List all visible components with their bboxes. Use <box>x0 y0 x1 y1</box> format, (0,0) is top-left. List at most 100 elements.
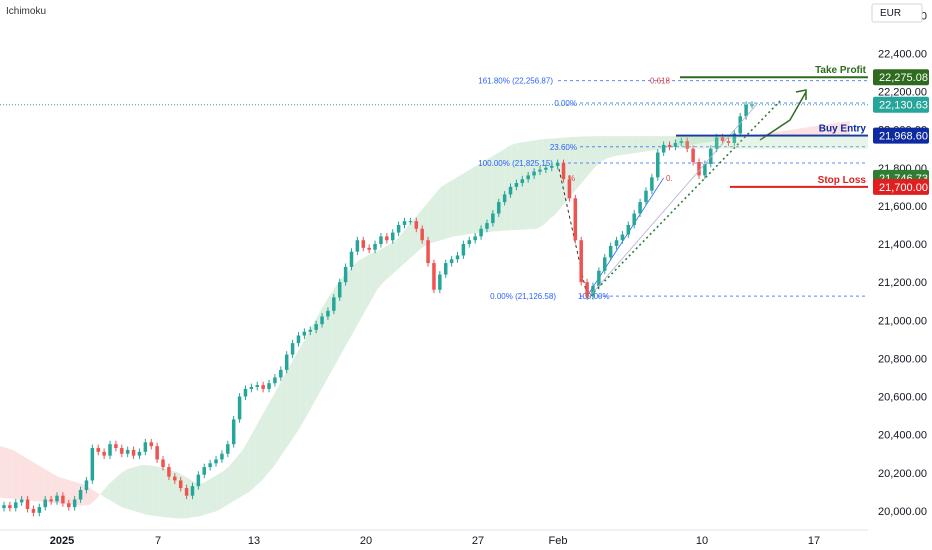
y-tick-label: 21,600.00 <box>878 201 927 213</box>
y-tick-label: 22,200.00 <box>878 87 927 99</box>
cloud-segment <box>645 136 652 152</box>
cloud-segment <box>89 488 96 505</box>
cloud-segment <box>818 124 825 137</box>
candle-body <box>632 213 636 225</box>
candle-body <box>491 213 495 224</box>
candle-body <box>43 499 47 508</box>
cloud-segment <box>428 194 435 245</box>
cloud-segment <box>236 449 243 500</box>
cloud-segment <box>696 136 704 144</box>
x-tick-label: Feb <box>549 535 568 547</box>
candle-body <box>626 224 631 235</box>
cloud-segment <box>466 167 473 235</box>
fib-partial-label: % <box>568 174 575 183</box>
candle-body <box>220 453 224 460</box>
candle-body <box>337 282 342 298</box>
candle-body <box>573 198 578 241</box>
candle-body <box>603 257 607 271</box>
cloud-segment <box>262 404 269 481</box>
cloud-segment <box>281 369 288 456</box>
candle-body <box>67 503 71 508</box>
cloud-segment <box>364 253 371 313</box>
fib-level-label: 0.00% (21,126.58) <box>490 292 556 301</box>
cloud-segment <box>306 324 314 416</box>
cloud-segment <box>44 468 52 503</box>
x-tick-label: 10 <box>696 535 708 547</box>
candle-body <box>343 266 348 283</box>
candle-body <box>679 141 684 143</box>
candle-body <box>555 163 560 166</box>
y-tick-label: 21,400.00 <box>878 239 927 251</box>
candle-body <box>8 505 12 509</box>
candle-body <box>96 448 100 452</box>
candle-body <box>385 236 389 241</box>
candle-body <box>479 228 483 237</box>
x-tick-label: 2025 <box>50 535 74 547</box>
cloud-segment <box>127 467 135 511</box>
candle-body <box>438 274 442 290</box>
candle-body <box>426 240 430 264</box>
cloud-segment <box>517 142 525 230</box>
cloud-segment <box>115 472 122 508</box>
cloud-segment <box>172 470 179 519</box>
cloud-segment <box>587 136 595 176</box>
cloud-segment <box>300 335 307 428</box>
candle-body <box>149 442 153 447</box>
cloud-segment <box>792 128 799 137</box>
cloud-segment <box>6 448 13 499</box>
fib-level-label: 100.00% (21,825.15) <box>478 159 553 168</box>
x-tick-label: 7 <box>155 535 161 547</box>
candle-body <box>644 190 648 203</box>
candle-body <box>744 104 748 117</box>
candle-body <box>173 476 177 481</box>
cloud-segment <box>651 136 659 151</box>
y-tick-label: 21,200.00 <box>878 277 927 289</box>
candle-body <box>373 244 377 250</box>
cloud-segment <box>377 247 384 290</box>
fib-100-label: 100.00% <box>578 292 610 301</box>
cloud-segment <box>210 474 218 513</box>
candle-body <box>656 152 660 178</box>
candle-body <box>408 221 413 223</box>
cloud-segment <box>198 482 205 517</box>
cloud-segment <box>485 156 493 233</box>
cloud-segment <box>19 453 26 501</box>
candle-body <box>367 247 371 250</box>
cloud-segment <box>830 122 838 137</box>
cloud-segment <box>108 478 116 504</box>
candle-body <box>449 259 454 264</box>
cloud-segment <box>351 261 358 336</box>
cloud-segment <box>805 126 812 137</box>
cloud-segment <box>383 244 390 283</box>
cloud-segment <box>786 129 793 137</box>
candle-body <box>738 116 742 134</box>
candle-body <box>143 442 148 452</box>
entry-zone <box>676 135 868 149</box>
candle-body <box>591 285 595 297</box>
currency-button[interactable] <box>871 3 923 23</box>
candle-body <box>549 165 554 168</box>
cloud-segment <box>223 465 231 508</box>
time-axis: 2025 7 13 20 27 Feb 10 17 <box>0 529 868 547</box>
stop-loss-badge-text: 21,700.00 <box>879 182 928 194</box>
candle-body <box>273 377 277 384</box>
y-tick-label: 20,800.00 <box>878 353 927 365</box>
candle-body <box>226 444 230 454</box>
trade-level-label: Take Profit <box>815 65 867 76</box>
cloud-segment <box>325 291 333 382</box>
cloud-segment <box>594 136 601 168</box>
stop-loss-badge <box>873 178 929 195</box>
candle-body <box>290 343 295 355</box>
candle-body <box>102 451 106 456</box>
candle-body <box>231 419 236 445</box>
candle-body <box>750 104 754 106</box>
cloud-segment <box>639 136 646 153</box>
candle-body <box>467 240 472 245</box>
candle-body <box>361 240 366 248</box>
candle-body <box>502 194 507 203</box>
candle-body <box>390 232 395 241</box>
candle-body <box>614 240 619 246</box>
candle-body <box>161 459 165 468</box>
cloud-segment <box>434 186 441 243</box>
